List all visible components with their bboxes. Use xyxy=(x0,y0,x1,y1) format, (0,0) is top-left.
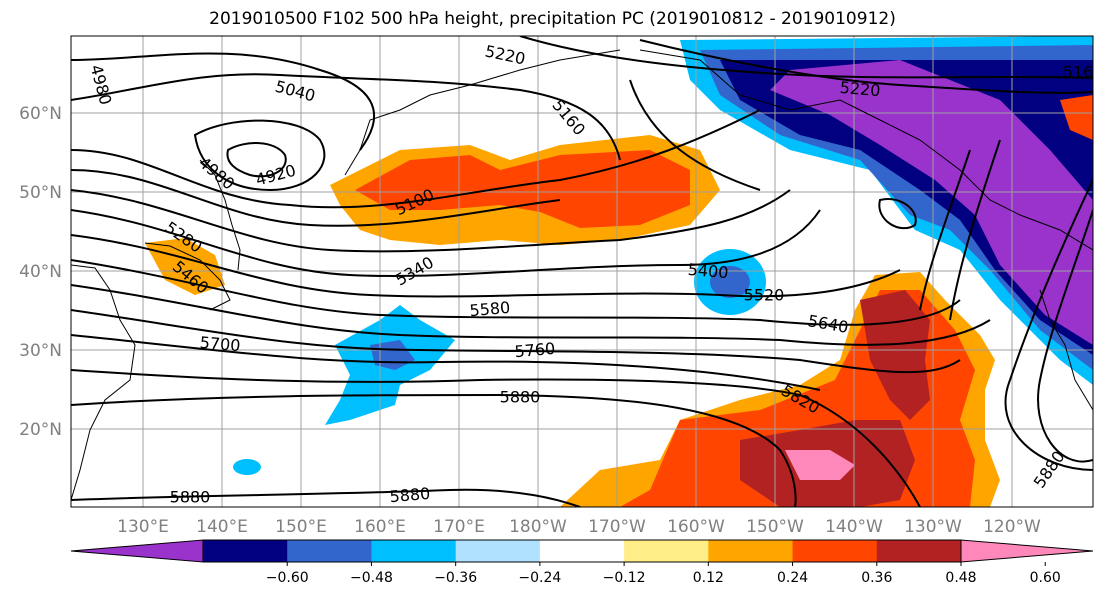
colorbar-tick-label: 0.24 xyxy=(777,570,808,586)
latitude-label: 40°N xyxy=(19,262,62,282)
colorbar-segment xyxy=(455,540,541,562)
map-title: 2019010500 F102 500 hPa height, precipit… xyxy=(209,9,896,29)
colorbar-tick-label: 0.36 xyxy=(861,570,892,586)
colorbar-segment xyxy=(203,540,288,562)
latitude-label: 20°N xyxy=(19,420,62,440)
colorbar-tick-label: −0.24 xyxy=(518,570,561,586)
coastline-alaska xyxy=(639,49,1093,251)
colorbar-tick-label: 0.48 xyxy=(945,570,976,586)
longitude-label: 150°E xyxy=(275,517,327,537)
longitude-label: 130°E xyxy=(117,517,169,537)
colorbar-segment xyxy=(708,540,794,562)
colorbar-segment xyxy=(960,539,1094,563)
latitude-label: 60°N xyxy=(19,104,62,124)
contour-label: 5880 xyxy=(170,488,211,507)
longitude-label: 140°W xyxy=(825,517,883,537)
colorbar-tick-label: −0.60 xyxy=(266,570,309,586)
latitude-labels: 60°N 50°N 40°N 30°N 20°N xyxy=(19,104,62,440)
latitude-label: 30°N xyxy=(19,341,62,361)
height-contours xyxy=(71,36,1093,507)
contour-label: 5760 xyxy=(514,339,556,361)
longitude-label: 160°W xyxy=(667,517,725,537)
contour-label: 5220 xyxy=(839,78,881,100)
longitude-labels: 130°E 140°E 150°E 160°E 170°E 180°W 170°W 160°W… xyxy=(117,517,1041,537)
colorbar-tick-label: −0.48 xyxy=(350,570,393,586)
coastline-asia xyxy=(71,264,136,501)
colorbar-segment xyxy=(70,539,204,563)
longitude-label: 150°W xyxy=(746,517,804,537)
colorbar-tick-label: 0.60 xyxy=(1030,570,1061,586)
longitude-label: 120°W xyxy=(983,517,1041,537)
contour-label: 5700 xyxy=(199,333,241,355)
colorbar-segment xyxy=(792,540,878,562)
latitude-label: 50°N xyxy=(19,183,62,203)
contour-label: 5400 xyxy=(687,260,729,282)
colorbar-tick-label: −0.36 xyxy=(434,570,477,586)
longitude-label: 130°W xyxy=(904,517,962,537)
longitude-label: 140°E xyxy=(196,517,248,537)
graticule xyxy=(71,36,1093,507)
map-frame xyxy=(70,35,1094,508)
colorbar-segment xyxy=(876,540,962,562)
coastline-north-america xyxy=(1039,289,1093,411)
coastlines xyxy=(71,49,1093,501)
contour-label: 5520 xyxy=(744,286,785,305)
contour-label: 5880 xyxy=(500,388,541,407)
longitude-label: 170°W xyxy=(588,517,646,537)
longitude-label: 180°W xyxy=(509,517,567,537)
longitude-label: 170°E xyxy=(433,517,485,537)
colorbar: −0.60 −0.48 −0.36 −0.24 −0.12 0.12 0.24 0.36 0.4… xyxy=(70,539,1094,586)
contour-label: 5880 xyxy=(389,484,431,506)
colorbar-tick-label: 0.12 xyxy=(693,570,724,586)
contour-label: 516 xyxy=(1063,63,1094,82)
longitude-label: 160°E xyxy=(354,517,406,537)
colorbar-segment xyxy=(624,540,709,562)
colorbar-tick-label: −0.12 xyxy=(603,570,646,586)
colorbar-segment xyxy=(371,540,457,562)
colorbar-segment xyxy=(539,540,625,562)
colorbar-segment xyxy=(287,540,372,562)
contour-label: 5580 xyxy=(469,298,511,320)
